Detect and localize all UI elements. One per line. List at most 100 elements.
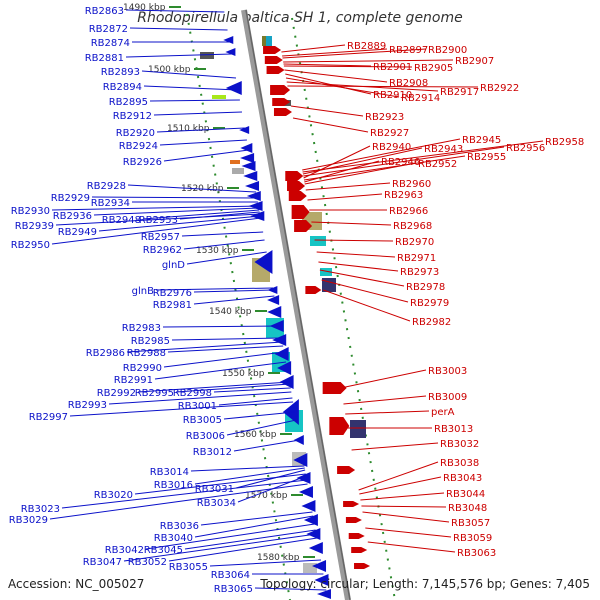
left-gene-label: RB2874 <box>91 38 130 49</box>
left-gene-label: RB2995 <box>135 388 174 399</box>
left-gene-label: RB3036 <box>160 521 199 532</box>
forward-gene-arrow <box>274 347 289 361</box>
right-gene-label: RB2958 <box>545 137 584 148</box>
left-gene-label: glnB <box>132 286 154 297</box>
left-gene-label: RB2950 <box>11 240 50 251</box>
reverse-gene-arrow <box>343 501 360 507</box>
summary-text: Topology: circular; Length: 7,145,576 bp… <box>259 577 590 591</box>
right-leader-line <box>304 162 417 185</box>
left-leader-line <box>171 337 282 341</box>
right-gene-label: RB3003 <box>428 366 467 377</box>
left-leader-line <box>168 537 318 562</box>
left-gene-label: RB2986 <box>86 348 125 359</box>
left-gene-label: RB2926 <box>123 157 162 168</box>
right-leader-line <box>283 59 454 63</box>
reverse-gene-arrow <box>322 382 347 394</box>
right-leader-line <box>361 505 447 508</box>
right-leader-line <box>319 269 405 287</box>
left-leader-line <box>137 381 290 393</box>
forward-gene-arrow <box>241 161 256 171</box>
right-leader-line <box>302 147 423 175</box>
left-leader-line <box>194 515 314 538</box>
left-leader-line <box>233 439 300 452</box>
accession-text: Accession: NC_005027 <box>8 577 144 591</box>
left-gene-label: RB3055 <box>169 562 208 573</box>
right-gene-label: RB2966 <box>389 206 428 217</box>
left-gene-label: RB2924 <box>119 141 158 152</box>
right-leader-line <box>302 140 544 173</box>
left-leader-line <box>125 53 232 58</box>
forward-gene-arrow <box>254 250 273 274</box>
left-gene-label: RB2936 <box>53 211 92 222</box>
left-gene-label: RB2981 <box>153 300 192 311</box>
right-gene-label: RB2905 <box>414 63 453 74</box>
forward-gene-arrow <box>296 472 311 484</box>
left-leader-line <box>153 111 242 116</box>
forward-gene-arrow <box>267 306 282 318</box>
left-gene-label: RB2895 <box>109 97 148 108</box>
left-leader-line <box>51 205 259 211</box>
right-leader-line <box>359 476 442 495</box>
right-leader-line <box>343 395 427 405</box>
left-gene-label: glnD <box>162 260 185 271</box>
forward-gene-arrow <box>303 514 318 526</box>
kbp-tick-label: 1540 kbp <box>209 307 252 317</box>
kbp-tick-label: 1530 kbp <box>196 246 239 256</box>
right-leader-line <box>362 511 450 523</box>
kbp-tick-label: 1500 kbp <box>148 65 191 75</box>
left-leader-line <box>134 473 306 495</box>
kbp-tick-label: 1510 kbp <box>167 124 210 134</box>
right-gene-label: perA <box>431 407 455 418</box>
right-gene-label: RB2979 <box>410 298 449 309</box>
forward-gene-arrow <box>243 171 258 181</box>
genome-backbone <box>241 9 351 600</box>
left-gene-label: RB2953 <box>139 215 178 226</box>
left-leader-line <box>209 559 321 567</box>
kbp-tick-label: 1550 kbp <box>222 369 265 379</box>
kbp-tick-label: 1570 kbp <box>245 491 288 501</box>
forward-gene-arrow <box>301 500 316 512</box>
right-gene-label: RB3013 <box>434 424 473 435</box>
forward-gene-arrow <box>240 143 253 153</box>
reverse-gene-arrow <box>270 85 291 95</box>
reverse-gene-arrow <box>351 547 368 553</box>
left-leader-line <box>145 523 315 550</box>
left-gene-label: RB2920 <box>116 128 155 139</box>
left-gene-label: RB3023 <box>21 504 60 515</box>
right-gene-label: RB2907 <box>455 56 494 67</box>
left-gene-label: RB3016 <box>154 480 193 491</box>
right-gene-label: RB2956 <box>506 143 545 154</box>
right-gene-label: RB3044 <box>446 489 485 500</box>
left-gene-label: RB2928 <box>87 181 126 192</box>
left-gene-label: RB2992 <box>97 388 136 399</box>
left-gene-label: RB2962 <box>143 245 182 256</box>
right-gene-label: RB3057 <box>451 518 490 529</box>
forward-gene-arrow <box>314 574 329 586</box>
reverse-gene-arrow <box>266 66 285 74</box>
left-gene-label: RB2976 <box>153 288 192 299</box>
reverse-gene-arrow <box>273 108 292 116</box>
left-leader-line <box>218 397 293 406</box>
forward-gene-arrow <box>298 486 313 498</box>
right-gene-label: RB3038 <box>440 458 479 469</box>
left-leader-line <box>194 467 305 485</box>
kbp-tick-label: 1560 kbp <box>234 430 277 440</box>
gene-block <box>266 36 272 46</box>
right-leader-line <box>285 77 400 98</box>
gene-block <box>230 160 240 164</box>
forward-gene-arrow <box>272 334 287 346</box>
left-gene-label: RB3040 <box>154 533 193 544</box>
kbp-tick-label: 1580 kbp <box>257 553 300 563</box>
right-gene-label: RB2889 <box>347 41 386 52</box>
left-gene-label: RB2949 <box>58 227 97 238</box>
right-leader-line <box>290 105 364 117</box>
map-title: Rhodopirellula baltica SH 1, complete ge… <box>137 10 463 26</box>
gene-block <box>320 268 332 276</box>
reverse-gene-arrow <box>285 171 304 181</box>
right-gene-label: RB3063 <box>457 548 496 559</box>
right-leader-line <box>340 369 427 389</box>
left-leader-line <box>193 289 274 293</box>
left-leader-line <box>175 383 290 393</box>
right-gene-label: RB2940 <box>372 142 411 153</box>
